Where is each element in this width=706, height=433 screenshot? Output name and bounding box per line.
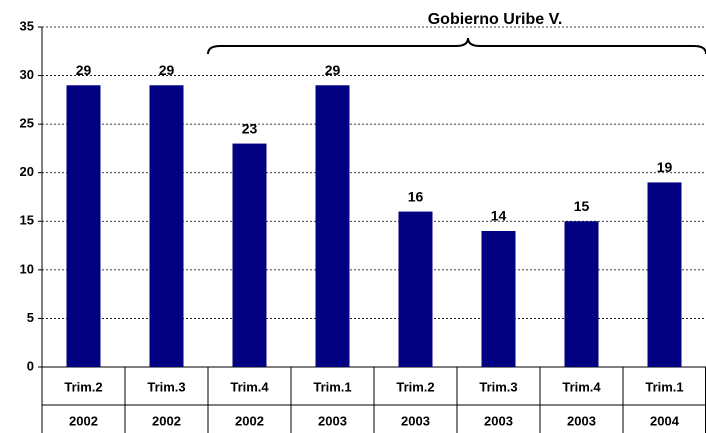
brace (207, 37, 706, 55)
x-group-label: 2002 (152, 413, 181, 428)
annotation: Gobierno Uribe V. (428, 11, 563, 28)
x-tick-label: Trim.1 (645, 379, 683, 394)
x-tick-label: Trim.3 (479, 379, 517, 394)
x-group-label: 2003 (484, 413, 513, 428)
data-label: 29 (325, 62, 341, 78)
x-group-label: 2004 (650, 413, 680, 428)
data-label: 29 (76, 62, 92, 78)
bar (564, 221, 599, 367)
y-tick-label: 20 (20, 164, 34, 179)
bar (315, 85, 350, 368)
x-tick-label: Trim.3 (147, 379, 185, 394)
y-tick-label: 35 (20, 18, 34, 33)
bar (149, 85, 184, 368)
x-tick-label: Trim.4 (562, 379, 601, 394)
data-label: 16 (408, 188, 424, 204)
data-label: 29 (159, 62, 175, 78)
x-tick-label: Trim.4 (230, 379, 269, 394)
bar (647, 182, 682, 367)
bar (66, 85, 101, 368)
x-group-label: 2002 (235, 413, 264, 428)
x-tick-label: Trim.2 (396, 379, 434, 394)
x-group-label: 2003 (567, 413, 596, 428)
bar (398, 211, 433, 367)
y-tick-label: 5 (27, 310, 34, 325)
x-group-label: 2003 (318, 413, 347, 428)
y-tick-label: 10 (20, 261, 34, 276)
bar (481, 231, 516, 367)
x-group-label: 2002 (69, 413, 98, 428)
bar (232, 143, 267, 367)
data-label: 15 (574, 198, 590, 214)
x-tick-label: Trim.1 (313, 379, 351, 394)
data-label: 14 (491, 208, 507, 224)
data-label: 23 (242, 120, 258, 136)
x-group-label: 2003 (401, 413, 430, 428)
x-tick-label: Trim.2 (64, 379, 102, 394)
data-label: 19 (657, 159, 673, 175)
y-tick-label: 15 (20, 213, 34, 228)
y-tick-label: 0 (27, 358, 34, 373)
y-tick-label: 30 (20, 67, 34, 82)
y-tick-label: 25 (20, 116, 34, 131)
